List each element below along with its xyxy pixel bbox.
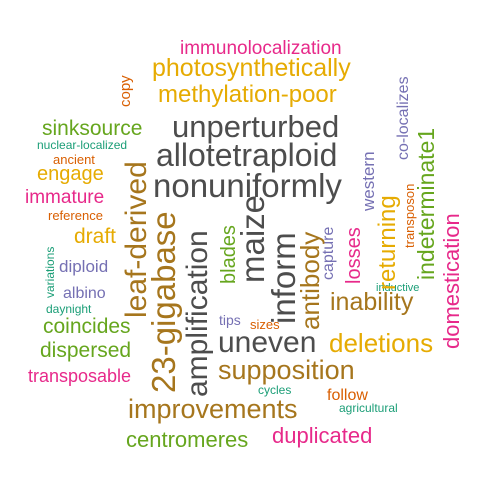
word-copy: copy xyxy=(117,75,134,107)
word-domestication: domestication xyxy=(439,213,464,349)
word-immature: immature xyxy=(25,187,105,208)
word-inductive: inductive xyxy=(376,282,420,294)
word-coincides: coincides xyxy=(43,315,131,338)
word-unperturbed: unperturbed xyxy=(172,109,340,144)
word-nonuniformly: nonuniformly xyxy=(153,167,342,204)
word-agricultural: agricultural xyxy=(339,401,398,415)
word-losses: losses xyxy=(343,227,365,284)
word-duplicated: duplicated xyxy=(272,423,373,448)
word-dispersed: dispersed xyxy=(40,339,132,362)
word-improvements: improvements xyxy=(128,394,298,424)
word-daynight: daynight xyxy=(46,302,92,316)
word-supposition: supposition xyxy=(218,355,355,385)
word-reference: reference xyxy=(48,208,103,223)
word-sinksource: sinksource xyxy=(42,117,143,140)
word-draft: draft xyxy=(74,225,117,248)
word-diploid: diploid xyxy=(59,257,109,276)
word-engage: engage xyxy=(37,163,104,185)
word-transposable: transposable xyxy=(28,366,132,386)
word-variations: variations xyxy=(43,246,57,298)
word-deletions: deletions xyxy=(329,328,434,358)
word-amplification: amplification xyxy=(181,230,214,397)
word-allotetraploid: allotetraploid xyxy=(156,137,338,173)
word-nuclear-localized: nuclear-localized xyxy=(37,138,128,152)
word-centromeres: centromeres xyxy=(126,427,249,452)
word-uneven: uneven xyxy=(218,326,317,359)
word-transposon: transposon xyxy=(402,183,417,248)
word-indeterminate1: indeterminate1 xyxy=(413,127,439,280)
word-photosynthetically: photosynthetically xyxy=(152,54,351,82)
word-gigabase: 23-gigabase xyxy=(145,211,182,393)
word-sizes: sizes xyxy=(250,317,280,332)
word-returning: returning xyxy=(374,195,401,290)
word-antibody: antibody xyxy=(295,231,325,330)
word-tips: tips xyxy=(219,312,241,328)
word-co-localizes: co-localizes xyxy=(395,76,412,160)
word-ancient: ancient xyxy=(53,152,95,167)
word-cycles: cycles xyxy=(258,383,292,397)
word-albino: albino xyxy=(63,285,106,302)
word-immunolocalization: immunolocalization xyxy=(180,38,342,59)
word-methylation-poor: methylation-poor xyxy=(158,81,337,108)
word-inability: inability xyxy=(330,288,414,316)
word-follow: follow xyxy=(327,387,368,404)
